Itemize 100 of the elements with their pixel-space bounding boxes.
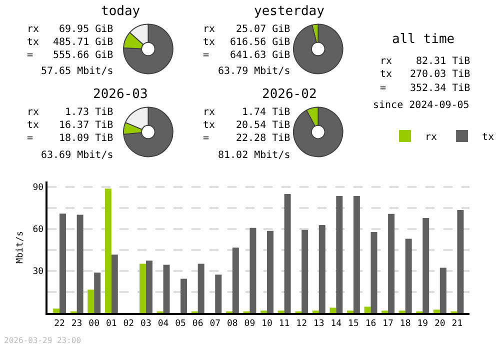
bar	[60, 214, 66, 313]
x-tick-label: 12	[296, 318, 308, 329]
donut-slice	[123, 106, 174, 158]
text: 63.69 Mbit/s	[41, 150, 114, 161]
bar	[139, 264, 146, 313]
chart-title: today	[101, 4, 140, 19]
x-tick-label: 15	[348, 318, 359, 329]
legend-label: rx	[425, 132, 438, 143]
text: tx	[27, 37, 40, 48]
chart-title: yesterday	[254, 4, 325, 19]
text: 63.79 Mbit/s	[218, 66, 290, 77]
text: 20.54 TiB	[236, 120, 290, 131]
text: 82.31 TiB	[416, 56, 470, 67]
x-tick-label: 23	[71, 318, 82, 329]
text: 1.73 TiB	[65, 107, 114, 118]
bar	[163, 264, 170, 313]
legend-label: tx	[482, 132, 494, 143]
text: 2026-03-29 23:00	[4, 336, 82, 345]
bar	[267, 230, 274, 313]
donut-slice	[123, 24, 174, 74]
text: =	[27, 50, 34, 61]
bar	[104, 188, 112, 313]
bar	[250, 228, 256, 313]
x-tick-label: 14	[330, 318, 342, 329]
x-tick-label: 06	[192, 318, 204, 329]
bar	[353, 196, 360, 313]
y-tick-label: 60	[32, 225, 44, 236]
text: 352.34 TiB	[410, 83, 470, 94]
bar	[180, 278, 188, 313]
bar	[405, 238, 412, 313]
donut-slice	[292, 24, 344, 74]
text: tx	[203, 120, 216, 131]
x-tick-label: 19	[417, 318, 428, 329]
bar	[284, 194, 291, 313]
text: 485.71 GiB	[53, 37, 114, 48]
text: since 2024-09-05	[373, 100, 470, 111]
text: all time	[392, 32, 455, 47]
bar	[433, 310, 440, 313]
x-tick-label: 03	[140, 318, 152, 329]
text: 616.56 GiB	[230, 37, 290, 48]
x-tick-label: 04	[158, 318, 169, 329]
bar	[364, 306, 371, 313]
y-tick-label: 90	[32, 183, 44, 194]
text: tx	[380, 69, 392, 80]
text: 81.02 Mbit/s	[218, 150, 290, 161]
text: =	[203, 50, 210, 61]
text: rx	[203, 24, 216, 35]
bar	[330, 308, 336, 313]
x-tick-label: 09	[244, 318, 256, 329]
bar	[336, 196, 343, 313]
text: 555.66 GiB	[53, 50, 114, 61]
text: 641.63 GiB	[230, 50, 290, 61]
text: 18.09 TiB	[59, 133, 114, 144]
text: =	[27, 133, 34, 144]
x-tick-label: 16	[365, 318, 376, 329]
bar	[370, 232, 378, 313]
text: 57.65 Mbit/s	[41, 66, 114, 77]
chart-title: 2026-03	[93, 87, 148, 102]
bar	[53, 308, 60, 313]
text: rx	[27, 24, 40, 35]
text: tx	[27, 120, 40, 131]
bar	[318, 224, 326, 313]
bar	[146, 260, 152, 313]
x-tick-label: 17	[382, 318, 394, 329]
text: 270.03 TiB	[410, 69, 470, 80]
bar	[440, 268, 446, 313]
x-tick-label: 11	[278, 318, 290, 329]
text: rx	[203, 107, 216, 118]
bar	[457, 210, 464, 313]
x-tick-label: 05	[175, 318, 186, 329]
bar	[302, 230, 308, 313]
x-tick-label: 13	[313, 318, 324, 329]
bar	[88, 290, 94, 313]
text: 25.07 GiB	[236, 24, 290, 35]
x-tick-label: 07	[210, 318, 221, 329]
text: 16.37 TiB	[59, 120, 114, 131]
bar	[232, 248, 239, 313]
donut-slice	[292, 106, 344, 158]
text: =	[203, 133, 210, 144]
y-tick-label: 30	[32, 267, 44, 278]
x-tick-label: 10	[262, 318, 272, 329]
x-tick-label: 22	[54, 318, 65, 329]
bar	[215, 274, 222, 313]
text: rx	[27, 107, 40, 118]
bar	[388, 214, 395, 313]
bar	[111, 254, 118, 313]
x-tick-label: 21	[452, 318, 463, 329]
bar	[94, 272, 101, 313]
y-axis-title: Mbit/s	[16, 230, 26, 264]
text: =	[380, 83, 386, 94]
text: 1.74 TiB	[242, 107, 290, 118]
bar	[422, 218, 430, 313]
chart-title: 2026-02	[262, 87, 317, 102]
bar	[198, 264, 204, 313]
x-tick-label: 00	[88, 318, 100, 329]
text: 69.95 GiB	[59, 24, 114, 35]
text: rx	[380, 56, 392, 67]
text: 22.28 TiB	[236, 133, 290, 144]
bar	[76, 214, 84, 313]
x-tick-label: 02	[123, 318, 134, 329]
